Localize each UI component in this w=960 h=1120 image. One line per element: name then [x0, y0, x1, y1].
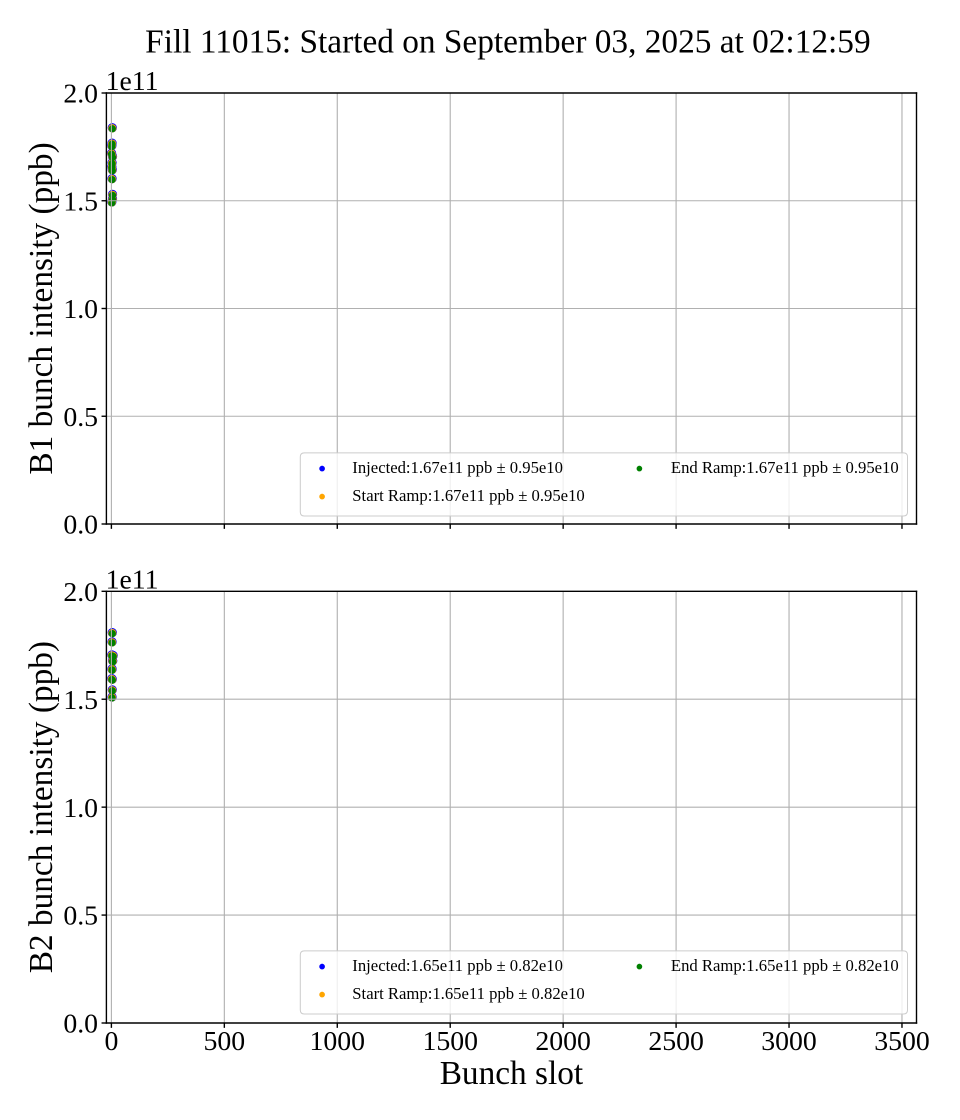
svg-text:Start Ramp:1.65e11 ppb ± 0.82e: Start Ramp:1.65e11 ppb ± 0.82e10: [352, 984, 584, 1003]
svg-text:0.0: 0.0: [63, 510, 98, 541]
svg-text:Injected:1.65e11 ppb ± 0.82e10: Injected:1.65e11 ppb ± 0.82e10: [352, 956, 563, 975]
svg-text:0: 0: [104, 1026, 118, 1057]
svg-text:1.0: 1.0: [63, 793, 98, 824]
svg-text:2.0: 2.0: [63, 577, 98, 608]
svg-text:End Ramp:1.65e11 ppb ± 0.82e10: End Ramp:1.65e11 ppb ± 0.82e10: [671, 956, 899, 975]
svg-text:B2 bunch intensity (ppb): B2 bunch intensity (ppb): [23, 641, 60, 973]
svg-text:3500: 3500: [874, 1026, 930, 1057]
svg-text:3000: 3000: [761, 1026, 817, 1057]
svg-text:2.0: 2.0: [63, 79, 98, 110]
svg-text:1e11: 1e11: [106, 565, 159, 596]
svg-text:0.5: 0.5: [63, 402, 98, 433]
svg-text:Injected:1.67e11 ppb ± 0.95e10: Injected:1.67e11 ppb ± 0.95e10: [352, 458, 563, 477]
svg-text:1500: 1500: [422, 1026, 478, 1057]
svg-text:1e11: 1e11: [106, 66, 159, 97]
svg-text:500: 500: [204, 1026, 246, 1057]
svg-text:0.0: 0.0: [63, 1009, 98, 1040]
svg-text:Bunch slot: Bunch slot: [440, 1055, 584, 1092]
svg-text:1.5: 1.5: [63, 186, 98, 217]
svg-text:1.0: 1.0: [63, 294, 98, 325]
svg-text:1.5: 1.5: [63, 685, 98, 716]
svg-text:2000: 2000: [535, 1026, 591, 1057]
svg-text:1000: 1000: [310, 1026, 366, 1057]
svg-text:End Ramp:1.67e11 ppb ± 0.95e10: End Ramp:1.67e11 ppb ± 0.95e10: [671, 458, 899, 477]
svg-text:Fill 11015: Started on Septemb: Fill 11015: Started on September 03, 202…: [145, 24, 870, 61]
svg-text:2500: 2500: [648, 1026, 704, 1057]
svg-text:B1 bunch intensity (ppb): B1 bunch intensity (ppb): [23, 142, 60, 474]
svg-text:Start Ramp:1.67e11 ppb ± 0.95e: Start Ramp:1.67e11 ppb ± 0.95e10: [352, 486, 584, 505]
svg-text:0.5: 0.5: [63, 901, 98, 932]
